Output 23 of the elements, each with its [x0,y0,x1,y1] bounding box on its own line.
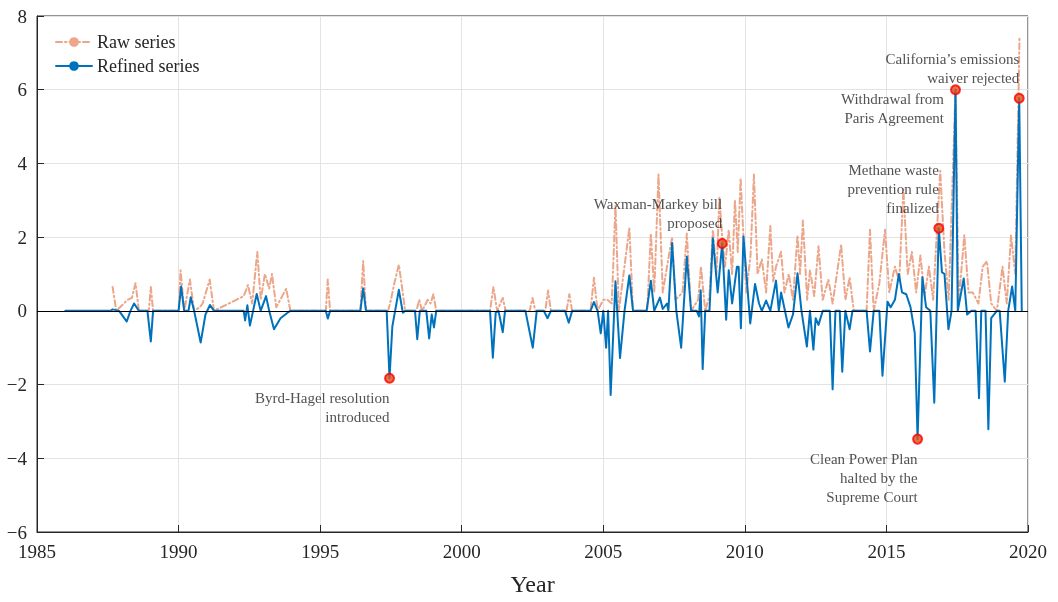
x-tick-label: 1990 [159,541,198,562]
x-tick-label: 2020 [1009,541,1047,562]
annotation: California’s emissions waiver rejected [885,51,1020,87]
annotation: Withdrawal from Paris Agreement [840,91,945,127]
x-tick-label: 2000 [442,541,481,562]
y-tick-label: 0 [17,300,27,322]
y-tick-label: −6 [6,521,27,543]
annotation: Byrd-Hagel resolution introduced [254,390,390,426]
x-tick-label: 2010 [725,541,764,562]
x-tick-label: 1985 [18,541,56,562]
legend-label: Refined series [97,56,200,76]
y-tick-label: 6 [17,79,27,101]
y-tick-label: −4 [6,447,28,469]
y-tick-label: 8 [17,5,27,27]
y-tick-label: 4 [17,152,28,174]
x-tick-label: 2005 [584,541,623,562]
x-tick-label: 2015 [867,541,906,562]
y-tick-label: −2 [6,374,27,396]
x-axis-title: Year [510,571,555,597]
y-tick-label: 2 [17,226,27,248]
x-tick-label: 1995 [301,541,340,562]
annotation: Clean Power Plan halted by the Supreme Court [810,451,919,506]
legend-label: Raw series [97,32,176,52]
